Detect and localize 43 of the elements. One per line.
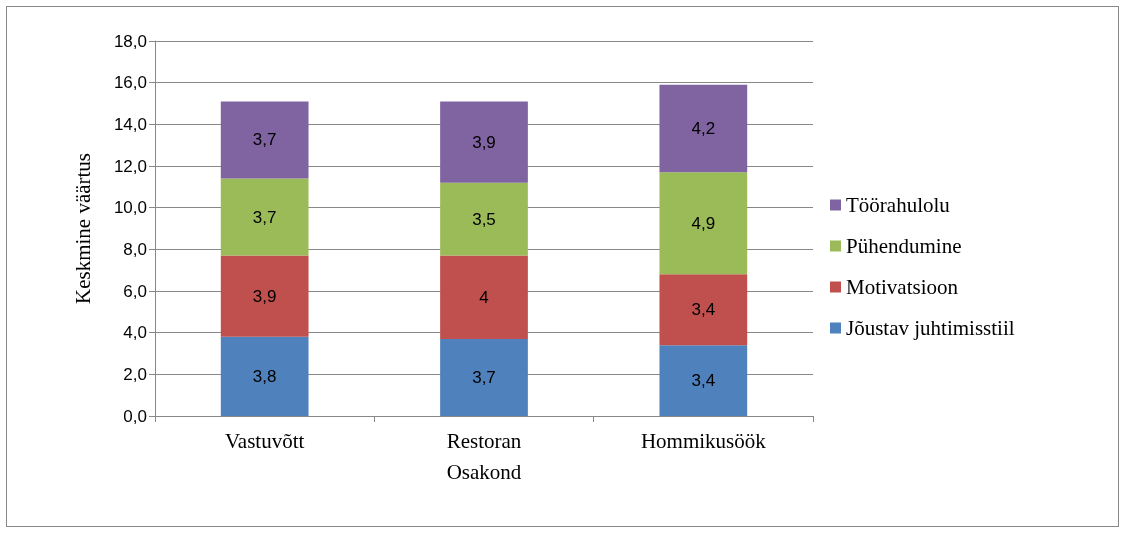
y-tick-label: 2,0 — [123, 364, 147, 384]
y-tick-label: 18,0 — [113, 31, 147, 51]
bar — [440, 182, 528, 256]
y-tick-label: 10,0 — [113, 198, 147, 218]
legend-label: Pühendumine — [846, 234, 962, 258]
data-label: 3,9 — [252, 286, 277, 306]
data-label: 3,5 — [472, 209, 496, 229]
x-axis-title: Osakond — [446, 459, 522, 484]
data-label: 3,9 — [472, 132, 496, 152]
bar — [659, 84, 748, 173]
data-label: 3,4 — [691, 371, 716, 391]
data-label: 3,7 — [252, 130, 277, 150]
y-tick-label: 8,0 — [123, 239, 147, 259]
x-tick-label: Hommikusöök — [640, 428, 767, 453]
y-tick-label: 0,0 — [123, 406, 147, 426]
y-tick-label: 12,0 — [113, 156, 147, 176]
data-label: 3,8 — [252, 366, 277, 386]
legend-label: Motivatsioon — [846, 275, 959, 299]
data-label: 4,9 — [691, 213, 716, 233]
bar — [659, 172, 748, 275]
bar — [220, 255, 309, 337]
x-tick-label: Vastuvõtt — [224, 428, 305, 453]
legend-label: Jõustav juhtimisstiil — [846, 316, 1015, 340]
bar — [659, 345, 748, 416]
bar — [440, 101, 528, 183]
bar — [220, 101, 309, 179]
data-label: 4,2 — [691, 119, 716, 138]
x-tick-label: Restoran — [446, 428, 522, 453]
bar — [659, 274, 748, 346]
data-label: 4 — [479, 287, 489, 307]
y-tick-label: 4,0 — [123, 323, 147, 343]
bar — [220, 336, 309, 416]
legend-label: Töörahulolu — [846, 193, 951, 217]
bar — [440, 338, 528, 416]
data-label: 3,7 — [472, 367, 496, 387]
bar — [440, 255, 528, 339]
data-label: 3,4 — [691, 300, 716, 320]
bar — [220, 178, 309, 256]
y-tick-label: 6,0 — [123, 281, 147, 301]
y-tick-label: 16,0 — [113, 73, 147, 93]
y-tick-label: 14,0 — [113, 114, 147, 134]
y-axis-title: Keskmine väärtus — [70, 152, 95, 305]
data-label: 3,7 — [252, 207, 277, 227]
